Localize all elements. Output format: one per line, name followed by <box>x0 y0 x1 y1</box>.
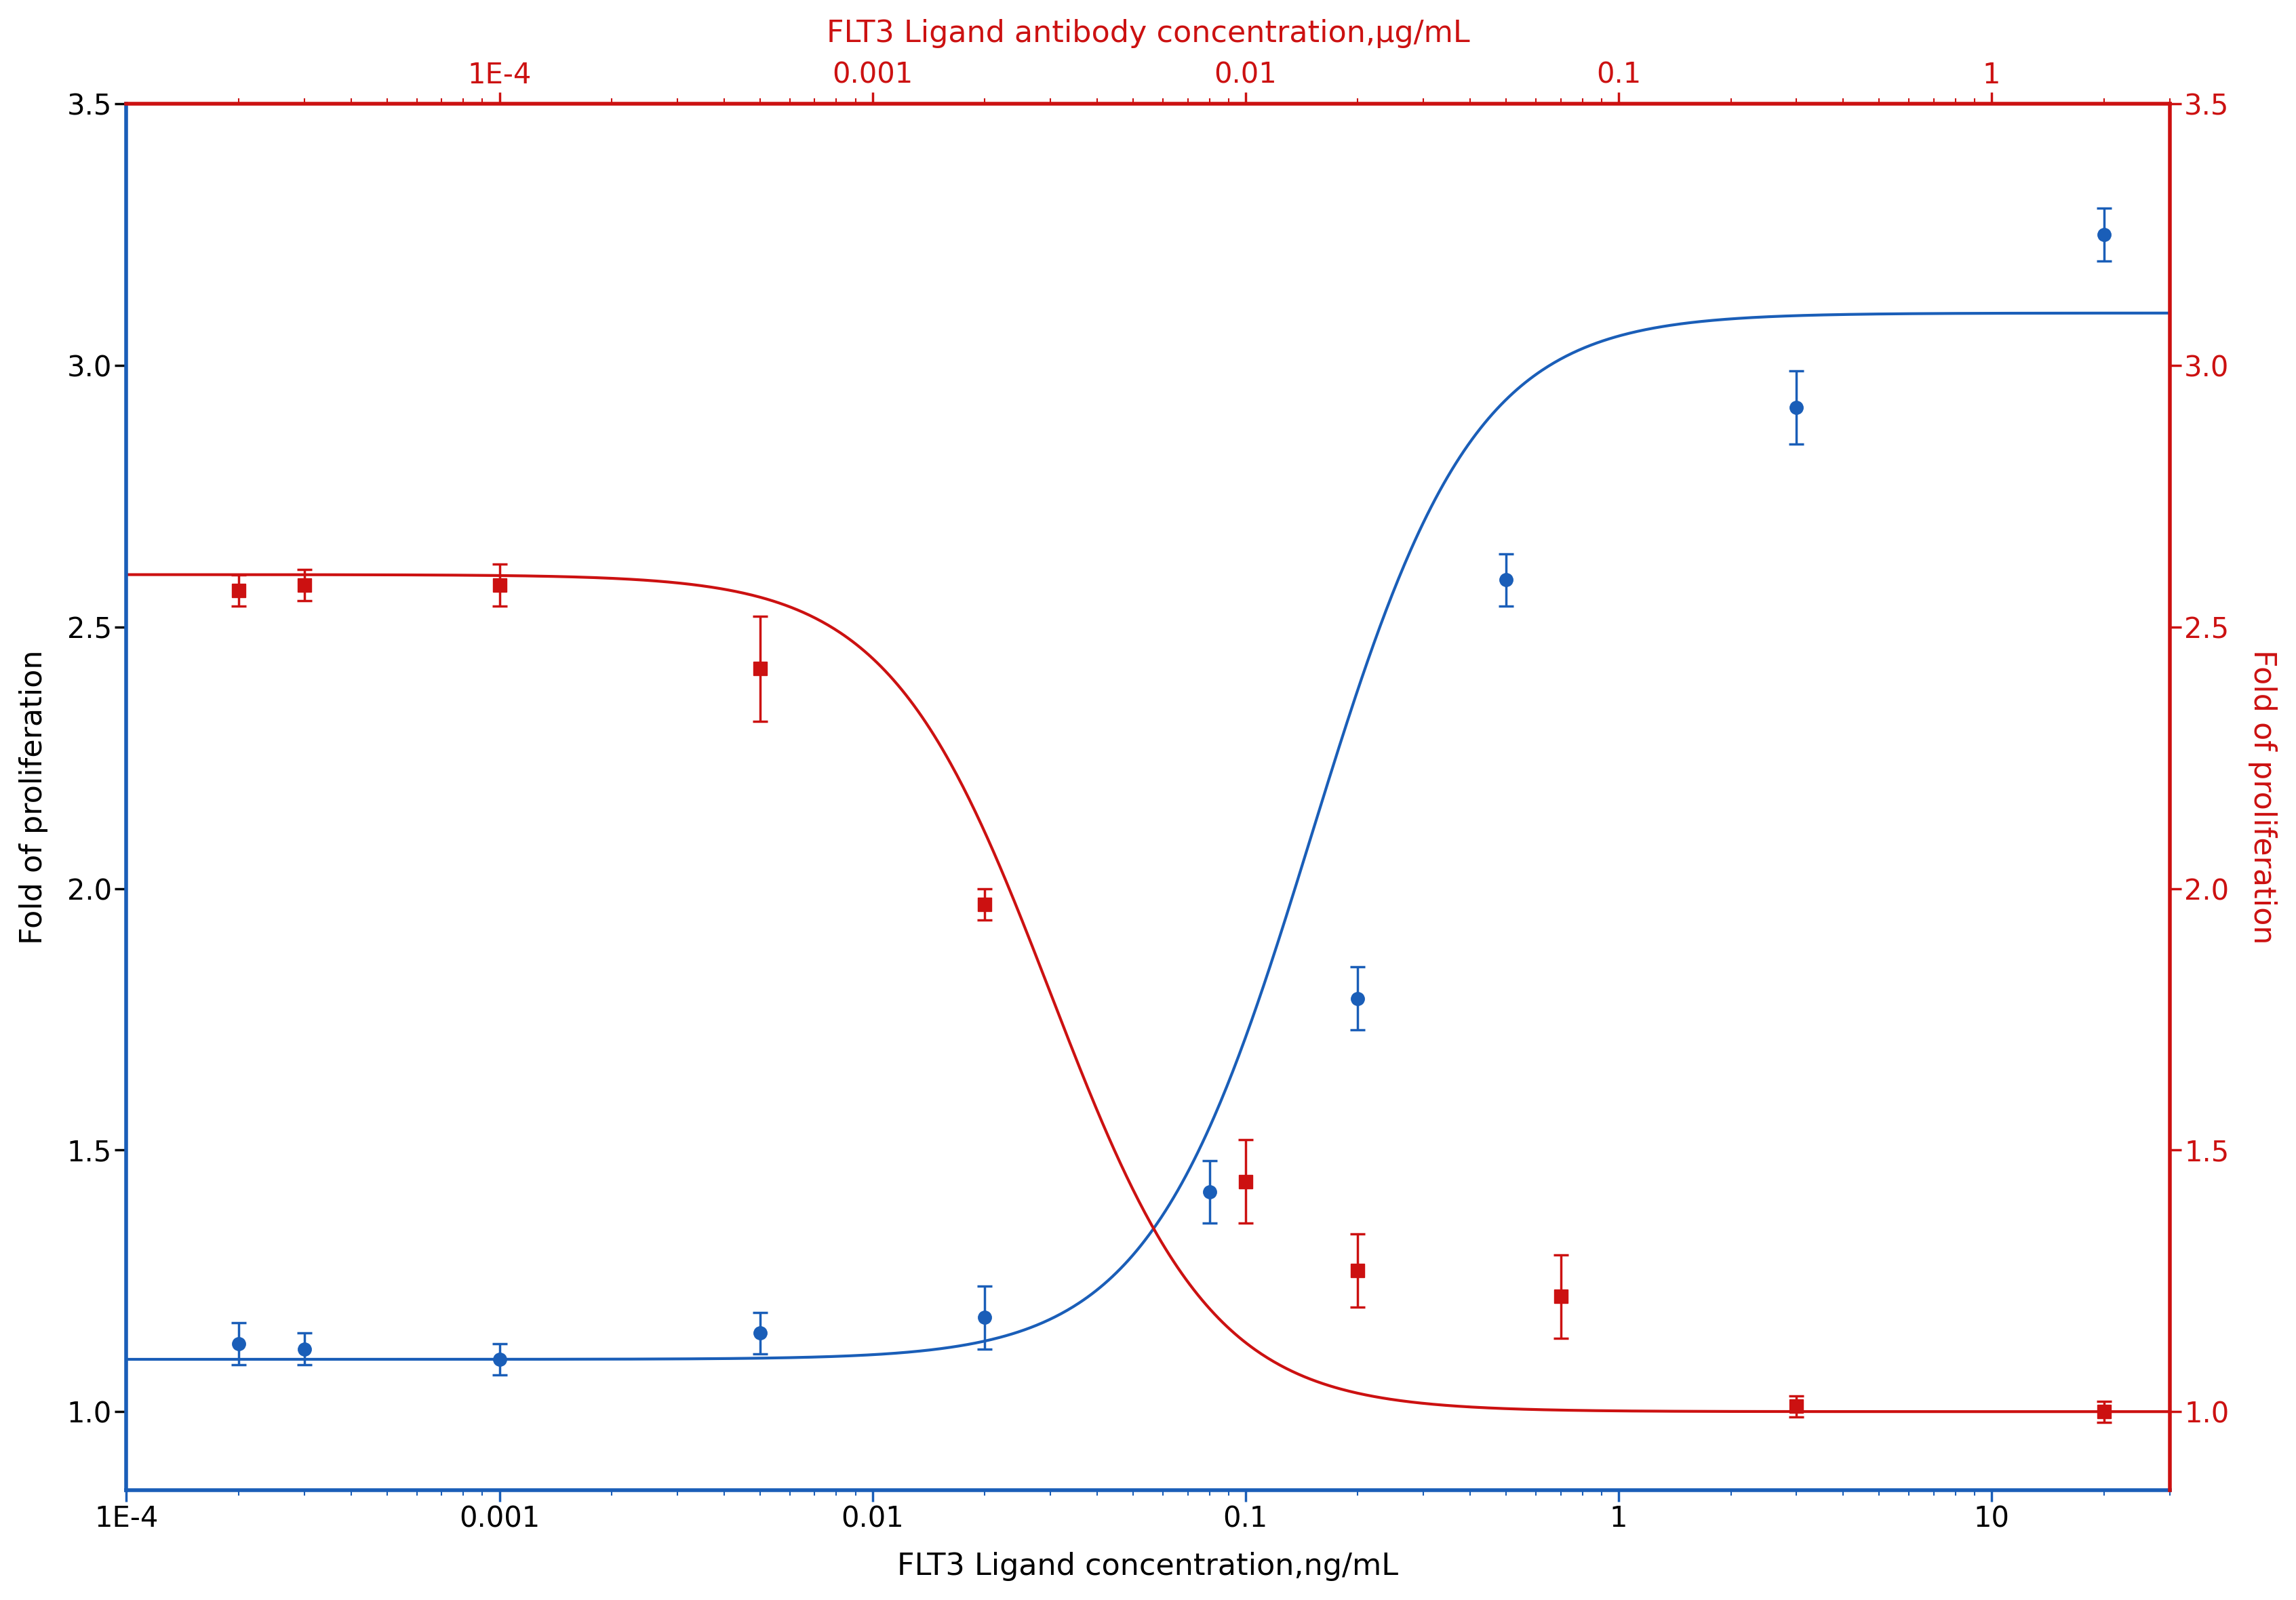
X-axis label: FLT3 Ligand concentration,ng/mL: FLT3 Ligand concentration,ng/mL <box>898 1552 1398 1581</box>
Y-axis label: Fold of proliferation: Fold of proliferation <box>2248 650 2278 944</box>
Y-axis label: Fold of proliferation: Fold of proliferation <box>18 650 48 944</box>
X-axis label: FLT3 Ligand antibody concentration,μg/mL: FLT3 Ligand antibody concentration,μg/mL <box>827 19 1469 48</box>
